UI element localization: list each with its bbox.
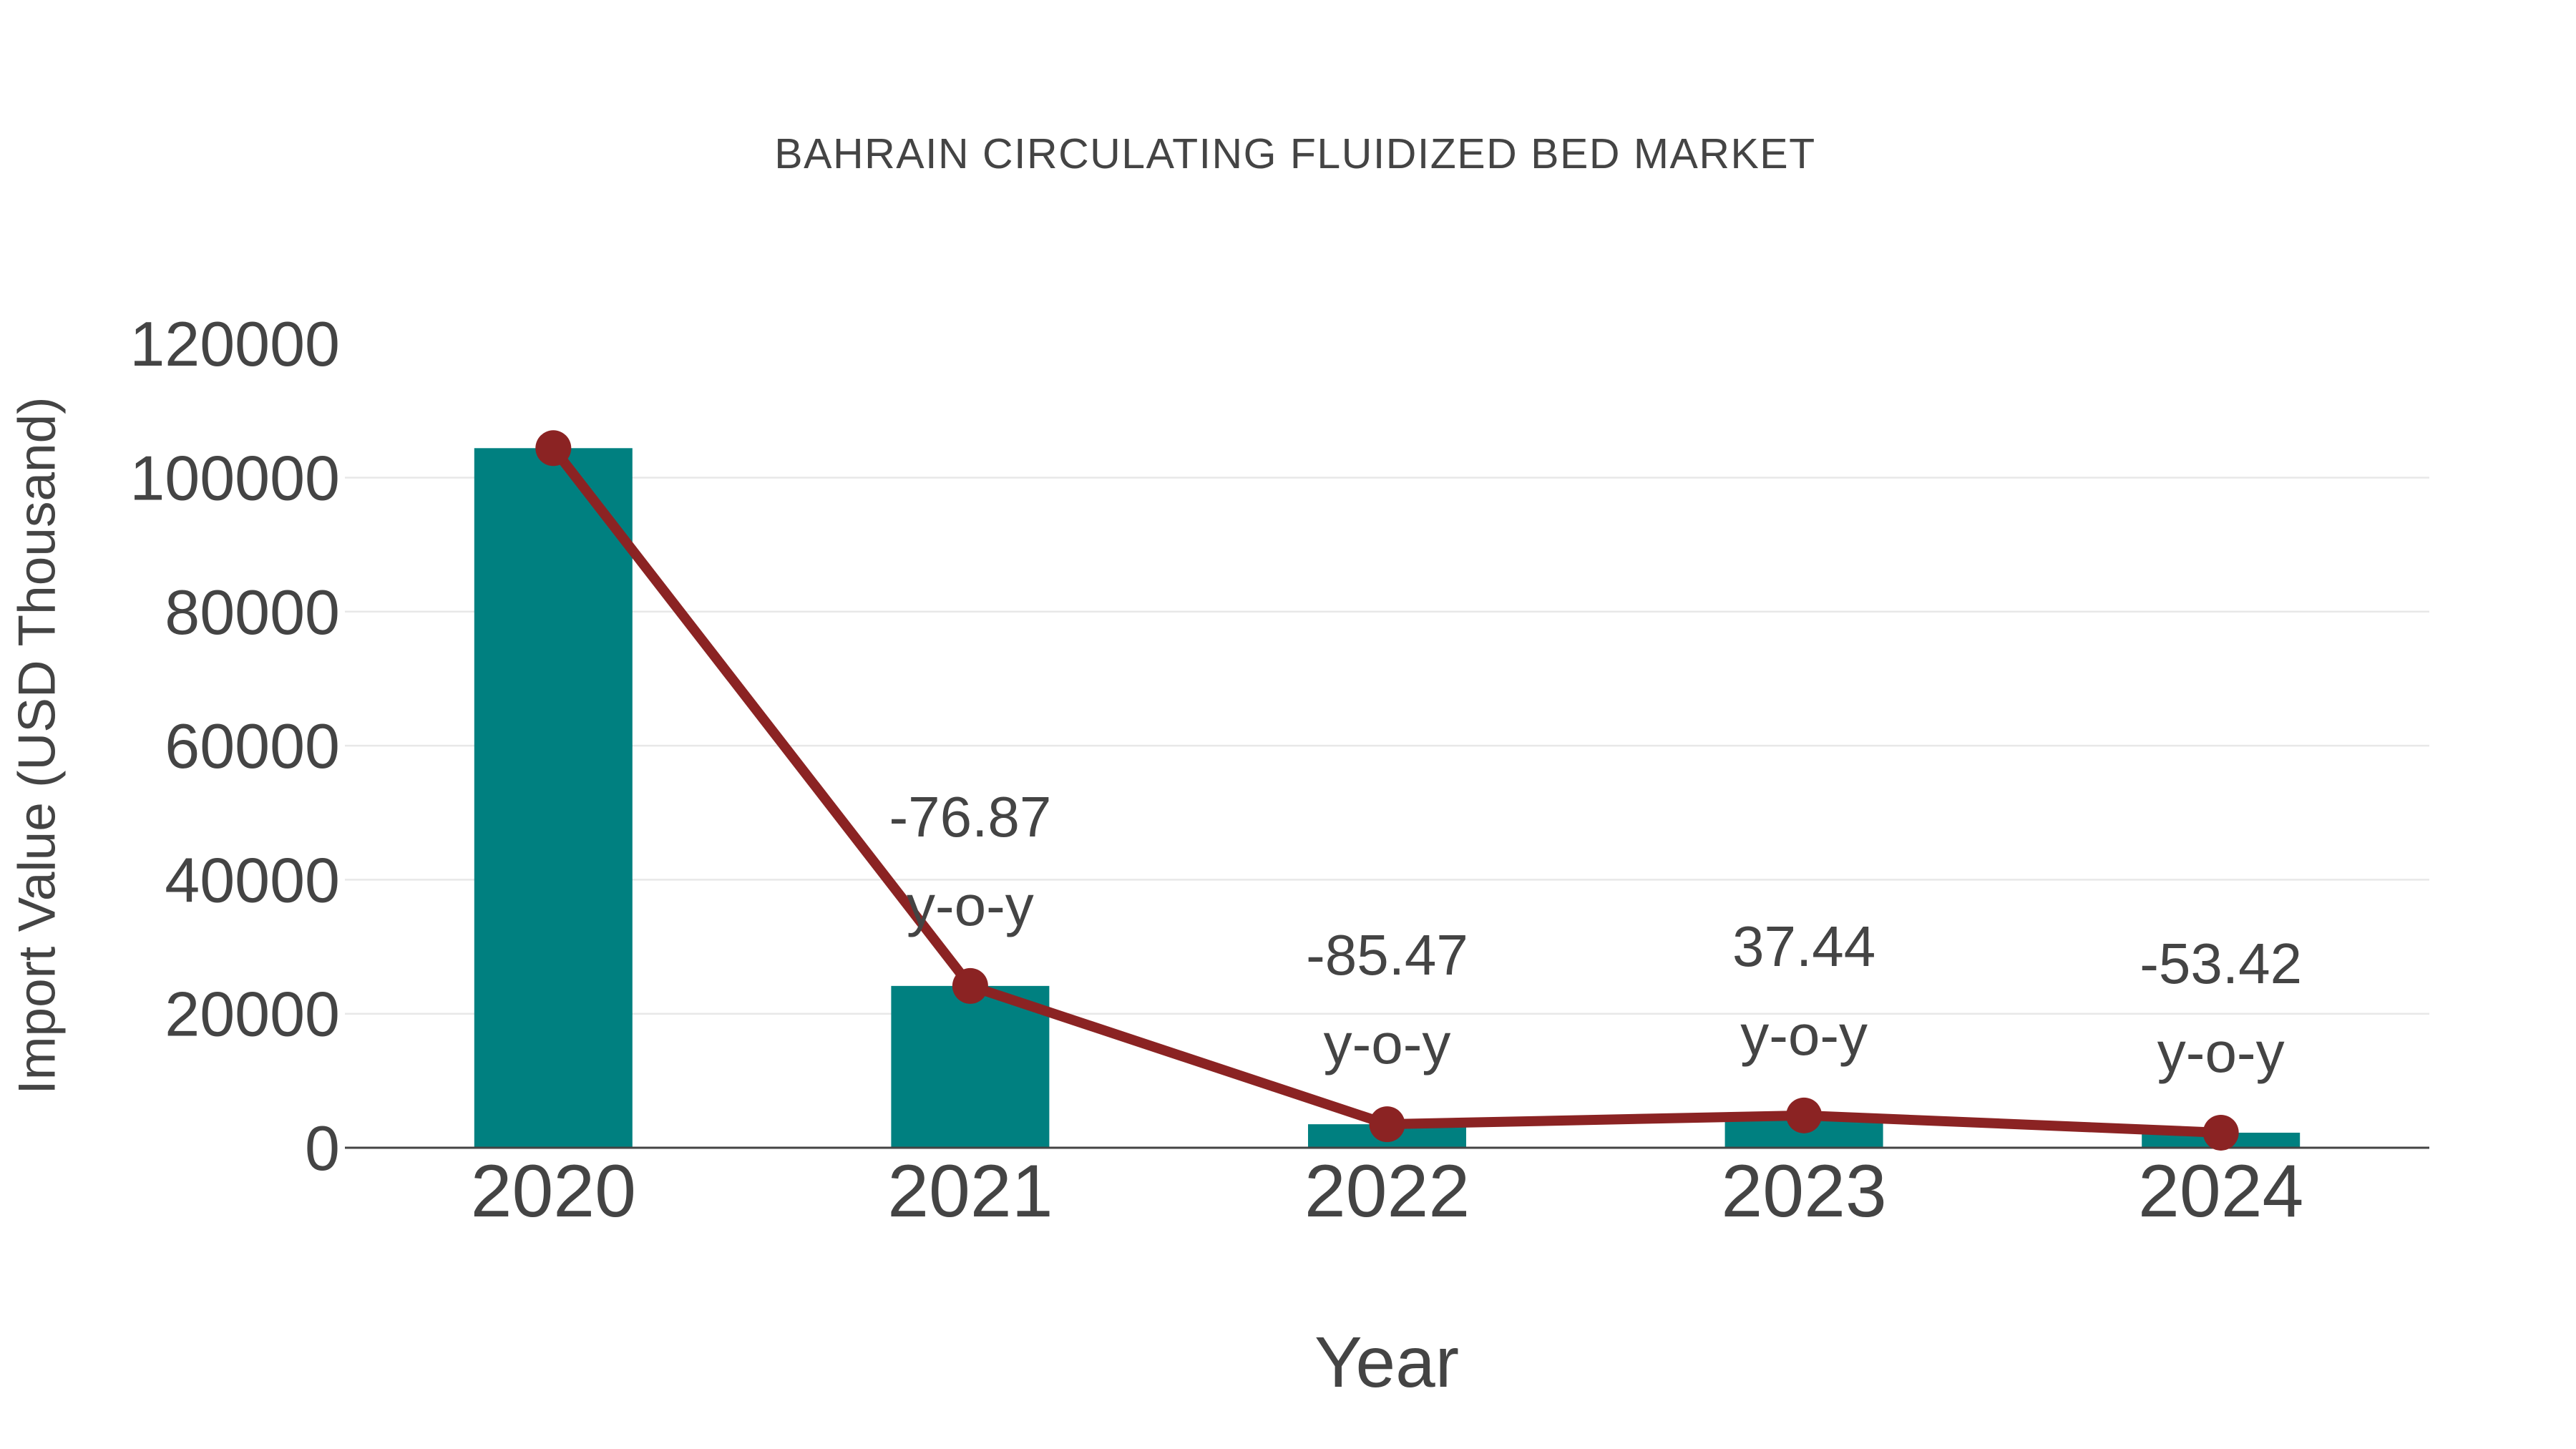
annotation-value-2023: 37.44 xyxy=(1732,914,1876,978)
x-axis-title: Year xyxy=(1314,1322,1460,1402)
bar-2021 xyxy=(891,985,1050,1148)
marker-2021 xyxy=(952,967,988,1004)
y-tick-label-20000: 20000 xyxy=(165,979,340,1050)
y-tick-label-60000: 60000 xyxy=(165,711,340,781)
annotation-2024: -53.42 y-o-y xyxy=(2140,919,2302,1097)
y-tick-label-120000: 120000 xyxy=(130,308,340,379)
x-tick-label-2020: 2020 xyxy=(471,1150,636,1233)
marker-2024 xyxy=(2202,1114,2239,1151)
gridlines-group xyxy=(345,477,2429,1015)
annotation-suffix-2022: y-o-y xyxy=(1323,1012,1451,1076)
annotation-2022: -85.47 y-o-y xyxy=(1306,911,1468,1088)
x-tick-label-2023: 2023 xyxy=(1721,1150,1886,1233)
y-tick-label-40000: 40000 xyxy=(165,844,340,915)
trend-group xyxy=(535,430,2239,1151)
annotation-value-2024: -53.42 xyxy=(2140,931,2303,995)
marker-2020 xyxy=(535,430,572,467)
y-tick-label-0: 0 xyxy=(305,1113,340,1184)
x-tick-label-2022: 2022 xyxy=(1304,1150,1470,1233)
annotation-suffix-2021: y-o-y xyxy=(907,873,1034,937)
bar-2020 xyxy=(474,448,633,1148)
y-tick-label-80000: 80000 xyxy=(165,577,340,648)
marker-2022 xyxy=(1369,1106,1405,1143)
x-tick-label-2024: 2024 xyxy=(2138,1150,2303,1233)
chart-title: BAHRAIN CIRCULATING FLUIDIZED BED MARKET xyxy=(774,130,1816,177)
tick-labels-group: 0 20000 40000 60000 80000 100000 120000 2020 202… xyxy=(130,308,2303,1233)
annotation-2021: -76.87 y-o-y xyxy=(889,773,1051,950)
x-tick-label-2021: 2021 xyxy=(887,1150,1053,1233)
y-tick-label-100000: 100000 xyxy=(130,443,340,514)
marker-2023 xyxy=(1786,1097,1823,1133)
annotation-value-2021: -76.87 xyxy=(889,784,1052,849)
annotation-suffix-2024: y-o-y xyxy=(2157,1020,2285,1084)
annotation-value-2022: -85.47 xyxy=(1306,923,1468,987)
annotation-suffix-2023: y-o-y xyxy=(1740,1002,1868,1067)
bars-group xyxy=(474,448,2301,1148)
annotation-2023: 37.44 y-o-y xyxy=(1732,902,1875,1080)
